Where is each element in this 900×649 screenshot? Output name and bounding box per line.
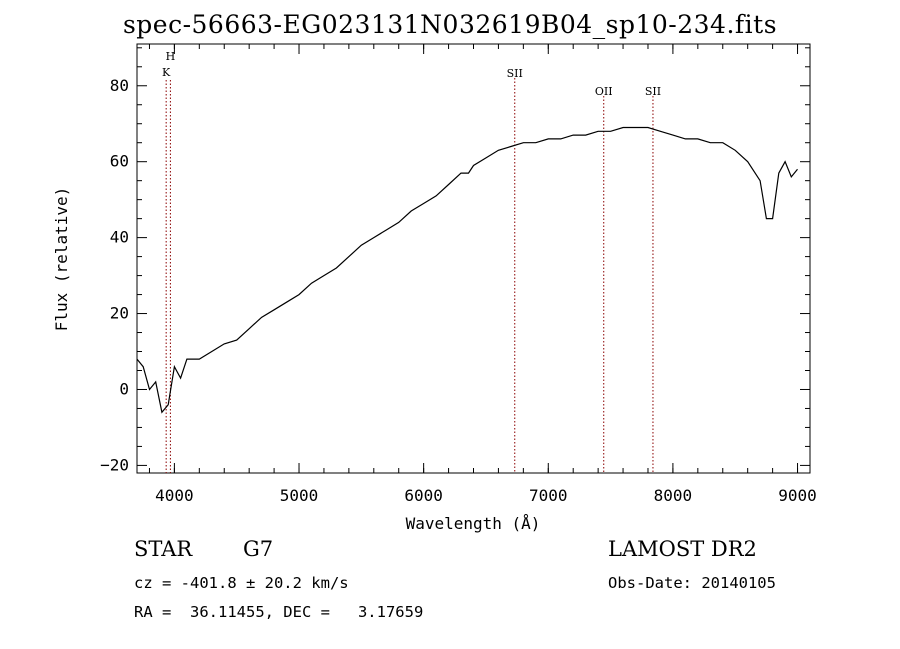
spectral-line-label: SII xyxy=(645,85,661,98)
y-axis-label: Flux (relative) xyxy=(52,187,71,332)
coordinates-readout: RA = 36.11455, DEC = 3.17659 xyxy=(134,603,424,621)
y-tick-label: 0 xyxy=(119,379,129,398)
series-layer xyxy=(136,126,798,414)
x-tick-label: 5000 xyxy=(280,486,319,505)
y-axis: −20 0 20 40 60 80 xyxy=(100,47,810,474)
observation-date: Obs-Date: 20140105 xyxy=(608,574,776,592)
object-class: STAR xyxy=(134,537,193,561)
x-tick-label: 7000 xyxy=(529,486,568,505)
plot-frame xyxy=(136,43,811,474)
y-tick-label: 40 xyxy=(110,228,129,247)
redshift-readout: cz = -401.8 ± 20.2 km/s xyxy=(134,574,349,592)
y-tick-label: 60 xyxy=(110,152,129,171)
spectral-line-markers: HK SII OII SII xyxy=(162,50,661,473)
y-tick-label: 20 xyxy=(110,304,129,323)
chart-title: spec-56663-EG023131N032619B04_sp10-234.f… xyxy=(122,10,778,39)
spectral-line-label: SII xyxy=(507,67,523,80)
spectral-line-label: OII xyxy=(595,85,613,98)
spectral-line-label: H xyxy=(166,50,176,63)
x-tick-label: 8000 xyxy=(654,486,693,505)
object-subclass: G7 xyxy=(243,537,274,561)
y-tick-label: 80 xyxy=(110,76,129,95)
x-tick-label: 9000 xyxy=(778,486,817,505)
x-tick-label: 6000 xyxy=(404,486,443,505)
x-axis-label: Wavelength (Å) xyxy=(406,514,541,533)
x-axis: 4000 5000 6000 7000 8000 9000 xyxy=(148,44,817,505)
survey-name: LAMOST DR2 xyxy=(608,537,757,561)
spectral-line-label: K xyxy=(162,66,171,79)
x-tick-label: 4000 xyxy=(155,486,194,505)
spectrum-line xyxy=(136,126,798,414)
y-tick-label: −20 xyxy=(100,455,129,474)
